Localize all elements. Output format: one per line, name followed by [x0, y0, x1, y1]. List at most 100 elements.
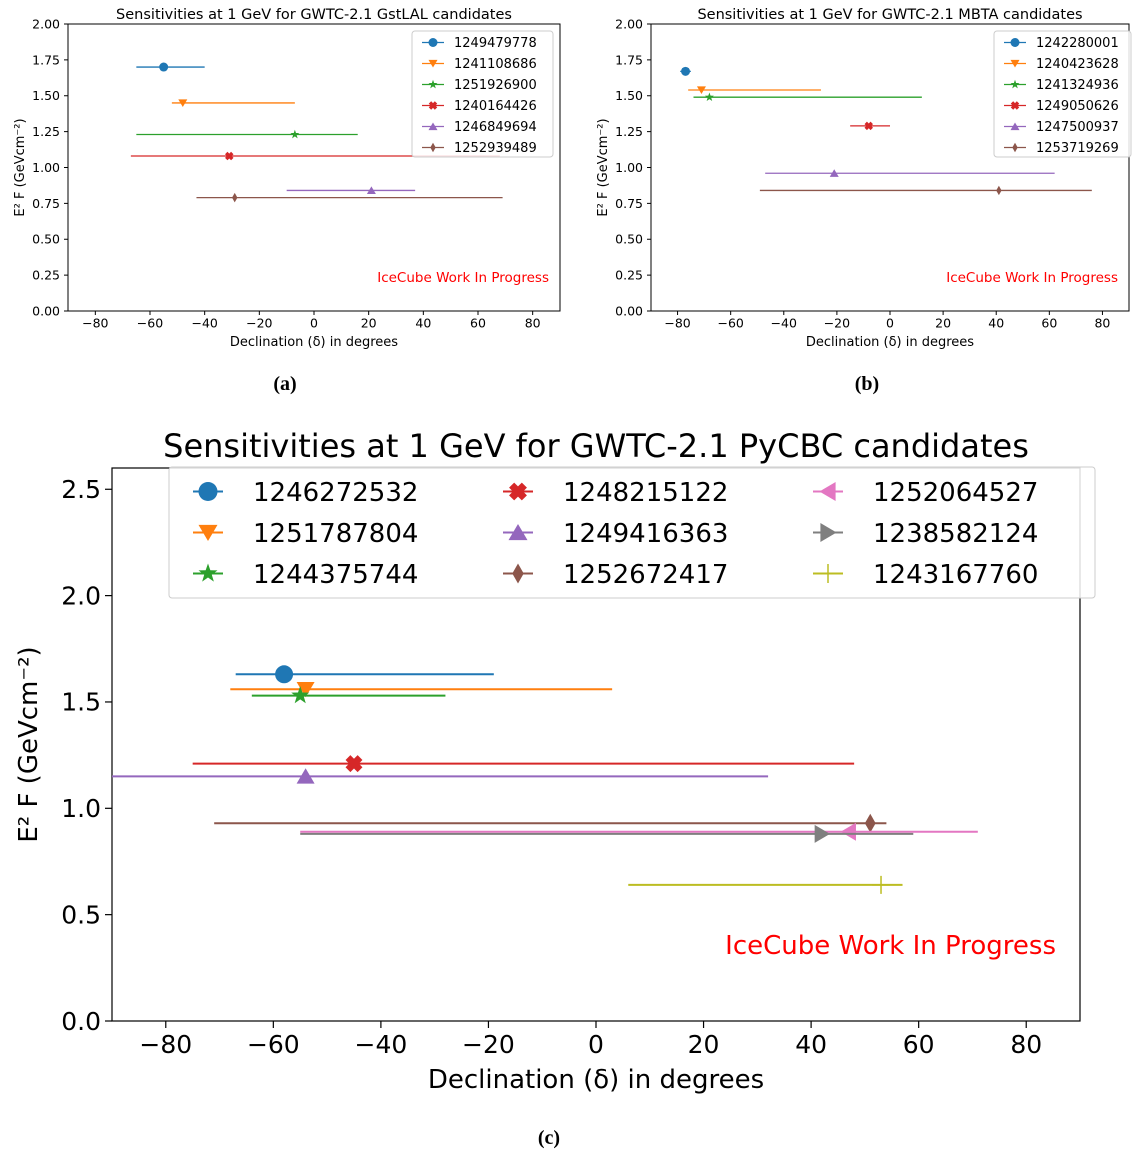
legend-box	[411, 30, 554, 158]
legend-label: 1244375744	[253, 560, 418, 590]
x-tick-label: −20	[246, 316, 272, 331]
legend-item-1240423628: 1240423628	[1004, 57, 1119, 72]
legend-item-1252672417: 1252672417	[503, 560, 728, 590]
legend-marker	[428, 101, 438, 110]
y-tick-label: 0.0	[61, 1007, 101, 1036]
data-point-1238582124	[814, 824, 830, 843]
legend-item-1251787804: 1251787804	[193, 519, 418, 549]
x-axis-label: Declination (δ) in degrees	[230, 335, 398, 350]
legend-item-1252939489: 1252939489	[422, 141, 537, 156]
data-point-1241108686	[178, 99, 188, 107]
legend-item-1249479778: 1249479778	[422, 36, 537, 51]
y-tick-label: 2.5	[61, 475, 101, 504]
y-tick-label: 1.50	[32, 88, 60, 103]
data-point-1249416363	[296, 768, 315, 784]
data-point-1253719269	[996, 185, 1002, 196]
legend-label: 1251926900	[454, 78, 537, 93]
data-point-1249479778	[159, 62, 169, 72]
chart-title: Sensitivities at 1 GeV for GWTC-2.1 PyCB…	[163, 427, 1029, 465]
legend-item-1246849694: 1246849694	[422, 120, 537, 135]
x-tick-label: 60	[470, 316, 486, 331]
annotation-text: IceCube Work In Progress	[725, 931, 1056, 961]
y-tick-label: 0.75	[615, 196, 643, 211]
legend-marker	[198, 482, 218, 501]
x-tick-label: 40	[795, 1030, 827, 1059]
legend-marker	[508, 523, 528, 541]
legend-label: 1251787804	[253, 519, 418, 549]
legend-marker	[430, 142, 436, 153]
x-tick-label: −60	[717, 316, 743, 331]
data-point-1252064527	[840, 822, 856, 841]
data-point-1248215122	[345, 755, 363, 773]
legend-item-1248215122: 1248215122	[503, 478, 728, 508]
legend-marker	[1010, 79, 1020, 89]
x-tick-label: −60	[137, 316, 163, 331]
x-tick-label: −60	[247, 1030, 300, 1059]
y-tick-label: 0.00	[32, 303, 60, 318]
legend-marker	[1010, 101, 1020, 110]
legend-marker	[1010, 122, 1020, 131]
data-point-1244375744	[291, 686, 310, 704]
y-tick-label: 0.50	[32, 232, 60, 247]
chart-a-svg: Sensitivities at 1 GeV for GWTC-2.1 GstL…	[13, 7, 561, 350]
legend-label: 1253719269	[1036, 141, 1119, 156]
x-tick-label: 80	[1094, 316, 1110, 331]
y-tick-label: 2.00	[615, 16, 643, 31]
legend-marker	[1010, 38, 1020, 47]
legend-label: 1252939489	[454, 141, 537, 156]
legend-label: 1248215122	[563, 478, 728, 508]
y-tick-label: 1.50	[615, 88, 643, 103]
legend-label: 1246849694	[454, 120, 537, 135]
legend-label: 1240164426	[454, 99, 537, 114]
chart-title: Sensitivities at 1 GeV for GWTC-2.1 GstL…	[116, 7, 512, 23]
legend-marker	[428, 59, 438, 68]
caption-a: (a)	[273, 373, 297, 395]
legend-label: 1241108686	[454, 57, 537, 72]
legend-label: 1241324936	[1036, 78, 1119, 93]
caption-b: (b)	[854, 373, 880, 395]
legend-marker	[428, 79, 438, 89]
legend-label: 1242280001	[1036, 36, 1119, 51]
annotation-text: IceCube Work In Progress	[946, 270, 1118, 286]
legend-item-1241108686: 1241108686	[422, 57, 537, 72]
legend-item-1242280001: 1242280001	[1004, 36, 1119, 51]
y-tick-label: 1.00	[615, 160, 643, 175]
x-tick-label: 40	[988, 316, 1004, 331]
x-axis-label: Declination (δ) in degrees	[428, 1065, 764, 1095]
y-tick-label: 0.25	[32, 268, 60, 283]
y-axis-label: E² F (GeVcm⁻²)	[13, 118, 28, 216]
legend-label: 1247500937	[1036, 120, 1119, 135]
y-tick-label: 2.0	[61, 581, 101, 610]
x-tick-label: 40	[415, 316, 431, 331]
legend-item-1238582124: 1238582124	[813, 519, 1038, 549]
legend-marker	[198, 524, 218, 542]
legend-marker	[198, 563, 218, 582]
y-tick-label: 1.25	[32, 124, 60, 139]
data-layer	[680, 66, 1092, 196]
y-tick-label: 0.00	[615, 303, 643, 318]
legend-item-1252064527: 1252064527	[813, 478, 1038, 508]
legend-item-1253719269: 1253719269	[1004, 141, 1119, 156]
legend-label: 1246272532	[253, 478, 418, 508]
legend-marker	[428, 122, 438, 131]
legend-item-1251926900: 1251926900	[422, 78, 537, 93]
data-point-1252939489	[232, 192, 238, 203]
x-tick-label: 20	[688, 1030, 720, 1059]
legend-label: 1240423628	[1036, 57, 1119, 72]
chart-panel-mbta: Sensitivities at 1 GeV for GWTC-2.1 MBTA…	[580, 0, 1139, 360]
legend-item-1249416363: 1249416363	[503, 519, 728, 549]
x-tick-label: −80	[139, 1030, 192, 1059]
legend: 1246272532 1251787804 1244375744 1248215122…	[168, 466, 1096, 599]
x-tick-label: −80	[664, 316, 690, 331]
x-tick-label: 0	[588, 1030, 604, 1059]
data-point-1249050626	[864, 121, 873, 131]
x-tick-label: 60	[903, 1030, 935, 1059]
legend-label: 1249416363	[563, 519, 728, 549]
y-tick-label: 1.75	[615, 52, 643, 67]
legend-item-1243167760: 1243167760	[813, 560, 1038, 590]
y-tick-label: 0.50	[615, 232, 643, 247]
caption-c: (c)	[537, 1127, 561, 1149]
x-tick-label: 0	[886, 316, 894, 331]
y-tick-label: 0.75	[32, 196, 60, 211]
legend-marker	[1010, 59, 1020, 68]
